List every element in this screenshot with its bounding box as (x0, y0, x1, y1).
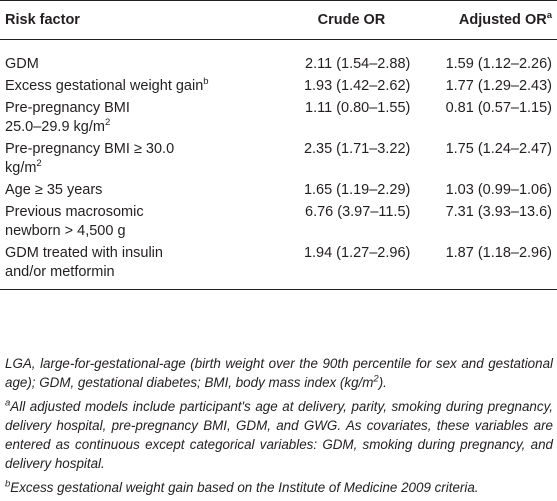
header-crude-or: Crude OR (247, 0, 421, 40)
header-risk-factor-text: Risk factor (5, 11, 80, 28)
row-crude: 2.11 (1.54–2.88) (305, 56, 411, 72)
footnote-a-text: All adjusted models include participant'… (5, 398, 553, 472)
row-adjusted: 1.77 (1.29–2.43) (445, 78, 552, 94)
footnote-b-mark: b (5, 478, 11, 490)
row-label: Pre-pregnancy BMI ≥ 30.0 kg/m2 (0, 137, 248, 178)
row-label: Pre-pregnancy BMI 25.0–29.9 kg/m2 (0, 96, 248, 137)
row-adjusted: 1.87 (1.18–2.96) (420, 241, 557, 290)
row-crude: 2.35 (1.71–3.22) (303, 141, 411, 157)
row-label: Excess gestational weight gainb (0, 74, 248, 96)
row-label-line1: Pre-pregnancy BMI (5, 100, 130, 116)
row-label-sup: 2 (36, 158, 42, 170)
footnote-abbrev-text: LGA, large-for-gestational-age (birth we… (5, 356, 553, 391)
footnote-a-mark: a (5, 397, 11, 409)
row-label: Previous macrosomic newborn > 4,500 g (0, 200, 248, 241)
row-label-line1: GDM treated with insulin (5, 245, 163, 261)
row-crude: 1.11 (0.80–1.55) (305, 100, 411, 116)
row-label-line2: 25.0–29.9 kg/m (5, 119, 105, 135)
footnote-a: aAll adjusted models include participant… (5, 397, 553, 474)
footnote-b: bExcess gestational weight gain based on… (5, 478, 553, 497)
row-label-line1: Pre-pregnancy BMI ≥ 30.0 (5, 141, 175, 157)
footnote-abbreviations: LGA, large-for-gestational-age (birth we… (5, 354, 553, 393)
row-label-line2: kg/m (5, 160, 37, 176)
row-label-sup: 2 (104, 117, 111, 129)
footnote-abbrev-end: ). (378, 375, 387, 391)
table-row: Age ≥ 35 years 1.65 (1.19–2.29) 1.03 (0.… (0, 178, 557, 200)
footnote-b-text: Excess gestational weight gain based on … (10, 479, 479, 495)
row-crude: 1.94 (1.27–2.96) (247, 241, 421, 290)
row-crude: 6.76 (3.97–11.5) (305, 204, 411, 220)
table-row: Pre-pregnancy BMI 25.0–29.9 kg/m2 1.11 (0… (0, 96, 557, 137)
row-label: Age ≥ 35 years (5, 182, 103, 198)
row-label: GDM (5, 56, 39, 72)
header-adjusted-or-text: Adjusted OR (458, 11, 547, 28)
table-row: GDM treated with insulin and/or metformin… (0, 241, 557, 290)
row-label-line2: newborn > 4,500 g (5, 223, 126, 239)
header-row: Risk factor Crude OR Adjusted ORa (0, 0, 557, 40)
table-row: Excess gestational weight gainb 1.93 (1.… (0, 74, 557, 96)
footnote-abbrev-sup: 2 (373, 373, 379, 385)
table-row: Pre-pregnancy BMI ≥ 30.0 kg/m2 2.35 (1.71… (0, 137, 557, 178)
table-row: Previous macrosomic newborn > 4,500 g 6.7… (0, 200, 557, 241)
row-adjusted: 7.31 (3.93–13.6) (445, 204, 552, 220)
row-label-line2: and/or metformin (5, 264, 115, 280)
risk-factor-table: Risk factor Crude OR Adjusted ORa GDM 2.… (0, 0, 557, 290)
header-adjusted-sup: a (546, 9, 552, 21)
row-crude: 1.65 (1.19–2.29) (303, 182, 411, 198)
header-crude-or-text: Crude OR (317, 11, 386, 28)
row-label-sup: b (203, 76, 209, 88)
row-label-line1: Previous macrosomic (5, 204, 144, 220)
row-adjusted: 0.81 (0.57–1.15) (445, 100, 552, 116)
row-adjusted: 1.75 (1.24–2.47) (445, 141, 552, 157)
table-row: GDM 2.11 (1.54–2.88) 1.59 (1.12–2.26) (0, 40, 557, 75)
row-adjusted: 1.03 (0.99–1.06) (445, 182, 552, 198)
row-adjusted: 1.59 (1.12–2.26) (445, 56, 552, 72)
header-adjusted-or: Adjusted ORa (420, 0, 557, 40)
row-label-text: Excess gestational weight gain (5, 78, 204, 94)
table-footnotes: LGA, large-for-gestational-age (birth we… (5, 354, 553, 501)
row-crude: 1.93 (1.42–2.62) (303, 78, 411, 94)
row-label: GDM treated with insulin and/or metformin (0, 241, 248, 290)
header-risk-factor: Risk factor (0, 0, 248, 40)
